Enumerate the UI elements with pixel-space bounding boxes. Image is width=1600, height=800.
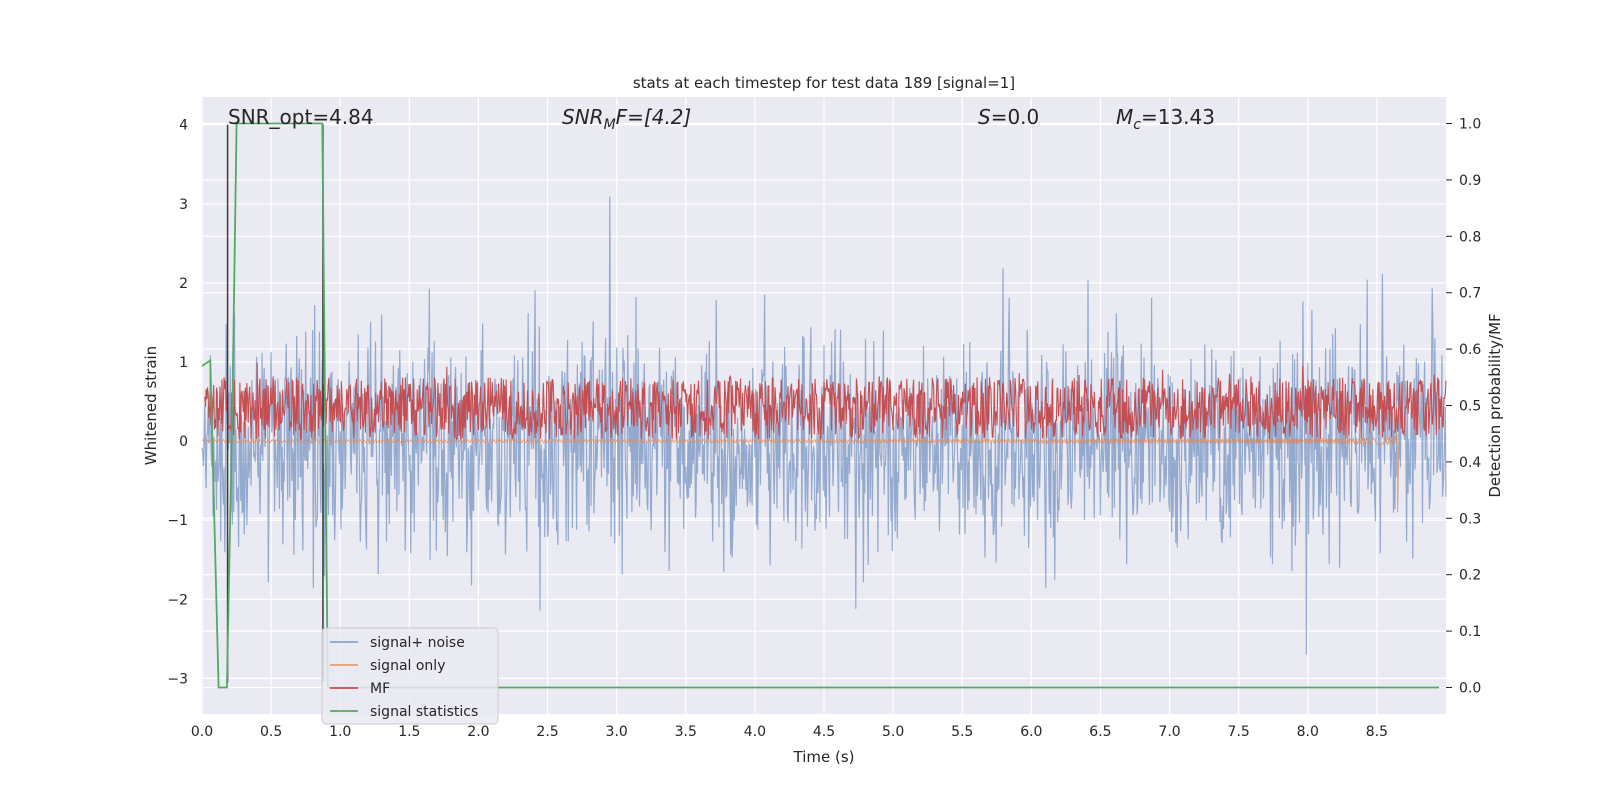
x-tick-label: 2.0 bbox=[467, 724, 489, 740]
legend-label: signal+ noise bbox=[370, 635, 465, 651]
snr-mf-base: SNR bbox=[562, 105, 604, 129]
annotation-s: S=0.0 bbox=[978, 105, 1039, 129]
y2-tick-label: 0.7 bbox=[1459, 286, 1481, 302]
chart-title: stats at each timestep for test data 189… bbox=[633, 74, 1015, 92]
legend: signal+ noise signal only MF signal statist… bbox=[321, 627, 499, 725]
mc-sub: c bbox=[1133, 117, 1141, 133]
x-tick-label: 0.5 bbox=[260, 724, 282, 740]
y-tick-label: 3 bbox=[179, 197, 188, 213]
y-tick-label: 0 bbox=[179, 434, 188, 450]
y-tick-label: −2 bbox=[167, 592, 188, 608]
y2-tick-label: 0.1 bbox=[1459, 624, 1481, 640]
series-signal-only bbox=[201, 433, 1400, 513]
annotation-snr-opt: SNR_opt=4.84 bbox=[228, 105, 374, 129]
legend-box bbox=[321, 627, 499, 725]
x-tick-label: 7.0 bbox=[1158, 724, 1180, 740]
signal-only-line bbox=[201, 433, 1400, 513]
ticks: 0.0 0.5 1.0 1.5 2.0 2.5 3.0 3.5 4.0 4.5 5.0 5.5 6.0 6… bbox=[167, 117, 1481, 740]
annotation-snr-mf: SNRMF=[4.2] bbox=[562, 105, 691, 133]
x-tick-label: 2.5 bbox=[536, 724, 558, 740]
x-axis-label: Time (s) bbox=[793, 748, 855, 766]
x-tick-label: 6.5 bbox=[1089, 724, 1111, 740]
mf-line bbox=[204, 362, 1447, 441]
y2-tick-label: 0.2 bbox=[1459, 568, 1481, 584]
x-tick-label: 6.0 bbox=[1020, 724, 1042, 740]
s-base: S bbox=[978, 105, 991, 129]
x-tick-label: 4.5 bbox=[813, 724, 835, 740]
snr-mf-rest: F=[4.2] bbox=[616, 105, 692, 129]
x-tick-label: 8.0 bbox=[1297, 724, 1319, 740]
y-tick-label: 2 bbox=[179, 276, 188, 292]
annotation-mc: Mc=13.43 bbox=[1116, 105, 1215, 133]
mc-base: M bbox=[1116, 105, 1133, 129]
y2-tick-label: 0.9 bbox=[1459, 173, 1481, 189]
series-mf bbox=[204, 362, 1447, 441]
x-tick-label: 3.0 bbox=[606, 724, 628, 740]
y2-tick-label: 0.4 bbox=[1459, 455, 1481, 471]
x-tick-label: 8.5 bbox=[1366, 724, 1388, 740]
legend-label: signal only bbox=[370, 658, 445, 674]
y2-tick-label: 0.3 bbox=[1459, 511, 1481, 527]
y-tick-label: −1 bbox=[167, 513, 188, 529]
x-tick-label: 7.5 bbox=[1228, 724, 1250, 740]
snr-mf-sub: M bbox=[604, 117, 616, 133]
y2-tick-label: 0.6 bbox=[1459, 342, 1481, 358]
x-tick-label: 3.5 bbox=[675, 724, 697, 740]
y-tick-label: −3 bbox=[167, 671, 188, 687]
x-tick-label: 1.0 bbox=[329, 724, 351, 740]
y-tick-label: 1 bbox=[179, 355, 188, 371]
y2-axis-label: Detection probability/MF bbox=[1486, 313, 1504, 497]
y2-tick-label: 1.0 bbox=[1459, 117, 1481, 133]
y2-tick-label: 0.0 bbox=[1459, 680, 1481, 696]
y2-tick-label: 0.8 bbox=[1459, 229, 1481, 245]
y2-tick-label: 0.5 bbox=[1459, 399, 1481, 415]
y-axis-label: Whitened strain bbox=[142, 346, 160, 465]
y-tick-label: 4 bbox=[179, 118, 188, 134]
x-tick-label: 1.5 bbox=[398, 724, 420, 740]
s-rest: =0.0 bbox=[991, 105, 1040, 129]
x-tick-label: 4.0 bbox=[744, 724, 766, 740]
mc-rest: =13.43 bbox=[1141, 105, 1215, 129]
x-tick-label: 5.5 bbox=[951, 724, 973, 740]
x-tick-label: 5.0 bbox=[882, 724, 904, 740]
x-tick-label: 0.0 bbox=[191, 724, 213, 740]
legend-label: signal statistics bbox=[370, 704, 478, 720]
legend-label: MF bbox=[370, 681, 390, 697]
